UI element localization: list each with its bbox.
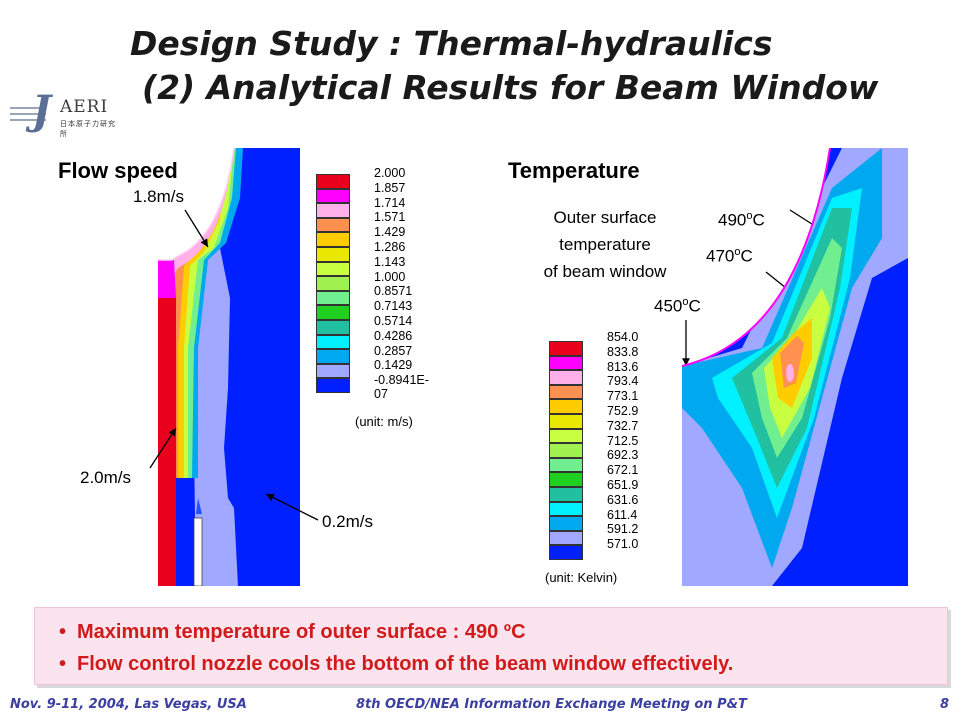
flow-legend-swatch	[316, 276, 350, 291]
temperature-legend-value: 651.9	[607, 477, 639, 492]
flow-legend-value: 0.5714	[374, 313, 413, 328]
flow-legend-swatches	[316, 174, 350, 393]
logo-letter: J	[32, 87, 51, 134]
flow-legend-swatch	[316, 217, 350, 233]
temperature-legend-value: 631.6	[607, 492, 639, 507]
flow-arrow-right	[265, 493, 319, 521]
flow-legend-value: 1.286	[374, 239, 406, 254]
flow-legend-value: 1.143	[374, 254, 406, 269]
slide-title: Design Study : Thermal-hydraulics (2) An…	[130, 22, 878, 110]
flow-legend-value: 2.000	[374, 166, 406, 180]
temperature-legend-swatch	[549, 355, 583, 371]
flow-legend-value: 0.2857	[374, 343, 413, 358]
temperature-legend-value: 793.4	[607, 374, 639, 389]
flow-legend-value: 1.429	[374, 225, 406, 240]
flow-legend-value: 0.4286	[374, 328, 413, 343]
temperature-legend-swatch	[549, 443, 583, 458]
temperature-unit-label: (unit: Kelvin)	[545, 570, 618, 585]
temperature-legend-swatch	[549, 516, 583, 531]
outer-surface-caption: Outer surface temperature of beam window	[530, 204, 680, 285]
temperature-legend-swatch	[549, 545, 583, 560]
temperature-legend-value: 591.2	[607, 522, 639, 537]
temperature-legend-value: 752.9	[607, 403, 639, 418]
flow-legend-value: 1.857	[374, 180, 406, 195]
temperature-legend-values: 854.0 833.8 813.6 793.4 773.1 752.9 732.7 712.5…	[607, 330, 638, 552]
flow-legend-value: 1.571	[374, 210, 406, 225]
flow-legend-value: 0.7143	[374, 299, 413, 314]
flow-legend-swatch	[316, 349, 350, 364]
temperature-legend-swatch	[549, 399, 583, 414]
temperature-legend-value: 571.0	[607, 537, 639, 552]
flow-legend-swatch	[316, 378, 350, 393]
flow-legend-swatch	[316, 261, 350, 277]
temperature-legend-value: 712.5	[607, 433, 639, 448]
temperature-legend-value: 672.1	[607, 463, 639, 478]
logo-japanese-text: 日本原子力研究所	[60, 121, 116, 138]
flow-legend-values: 2.000 1.857 1.714 1.571 1.429 1.286 1.143 1.000…	[374, 166, 429, 402]
temperature-legend-swatch	[549, 457, 583, 473]
summary-bullet-nozzle: Flow control nozzle cools the bottom of …	[59, 648, 947, 680]
flow-legend-value: 1.714	[374, 195, 406, 210]
flow-legend-swatch	[316, 246, 350, 262]
flow-legend-swatch	[316, 334, 350, 350]
temperature-legend-swatch	[549, 370, 583, 385]
temperature-label: Temperature	[508, 158, 640, 183]
temperature-legend-value: 692.3	[607, 448, 639, 463]
temp-annotation-450: 450oC	[654, 296, 701, 316]
footer-meeting-name: 8th OECD/NEA Information Exchange Meetin…	[356, 697, 747, 712]
flow-annotation-right: 0.2m/s	[322, 512, 374, 531]
logo-text: AERI	[60, 97, 109, 117]
temperature-legend-swatch	[549, 486, 583, 502]
temperature-legend-value: 854.0	[607, 330, 639, 344]
temperature-legend-swatches	[549, 341, 583, 560]
footer-page-number: 8	[940, 697, 950, 712]
temperature-legend-swatch	[549, 428, 583, 444]
outer-surface-caption-line-2: temperature	[559, 235, 651, 254]
jaeri-logo: J AERI 日本原子力研究所	[10, 85, 120, 138]
flow-arrow-top	[184, 209, 209, 248]
title-line-1: Design Study : Thermal-hydraulics	[130, 24, 773, 63]
outer-surface-caption-line-3: of beam window	[543, 262, 667, 281]
flow-legend-swatch	[316, 363, 350, 379]
summary-box: Maximum temperature of outer surface : 4…	[34, 607, 948, 685]
flow-unit-label: (unit: m/s)	[355, 414, 413, 429]
flow-legend-swatch	[316, 232, 350, 247]
flow-legend-swatch	[316, 319, 350, 335]
logo-lines	[10, 107, 46, 121]
flow-legend-value: 0.1429	[374, 358, 413, 373]
flow-speed-label: Flow speed	[58, 158, 178, 183]
temp-annotation-490: 490oC	[718, 210, 765, 230]
summary-bullet-max-temp: Maximum temperature of outer surface : 4…	[59, 616, 947, 648]
temperature-contour-image	[682, 148, 908, 586]
temperature-legend-value: 833.8	[607, 344, 639, 359]
temperature-legend-value: 773.1	[607, 389, 639, 404]
temperature-legend-swatch	[549, 472, 583, 487]
temperature-legend-swatch	[549, 413, 583, 429]
outer-surface-caption-line-1: Outer surface	[553, 208, 657, 227]
temperature-legend-swatch	[549, 530, 583, 546]
flow-legend-swatch	[316, 188, 350, 204]
flow-legend-value: 0.8571	[374, 284, 413, 299]
flow-legend-value: -0.8941E-07	[374, 373, 429, 402]
flow-annotation-top: 1.8m/s	[133, 187, 185, 206]
temperature-legend-swatch	[549, 341, 583, 356]
flow-arrow-left	[149, 427, 177, 469]
flow-legend-swatch	[316, 305, 350, 320]
temperature-legend-value: 813.6	[607, 359, 639, 374]
title-line-2: (2) Analytical Results for Beam Window	[142, 68, 879, 107]
flow-annotation-left: 2.0m/s	[80, 468, 132, 487]
flow-legend-value: 1.000	[374, 269, 406, 284]
flow-legend-swatch	[316, 290, 350, 306]
temperature-legend-value: 732.7	[607, 418, 639, 433]
temperature-legend-swatch	[549, 384, 583, 400]
flow-legend-swatch	[316, 203, 350, 218]
temperature-legend-swatch	[549, 501, 583, 517]
flow-legend-swatch	[316, 174, 350, 189]
footer-date-location: Nov. 9-11, 2004, Las Vegas, USA	[10, 697, 247, 712]
temperature-legend-value: 611.4	[607, 507, 638, 522]
temp-annotation-470: 470oC	[706, 246, 753, 266]
